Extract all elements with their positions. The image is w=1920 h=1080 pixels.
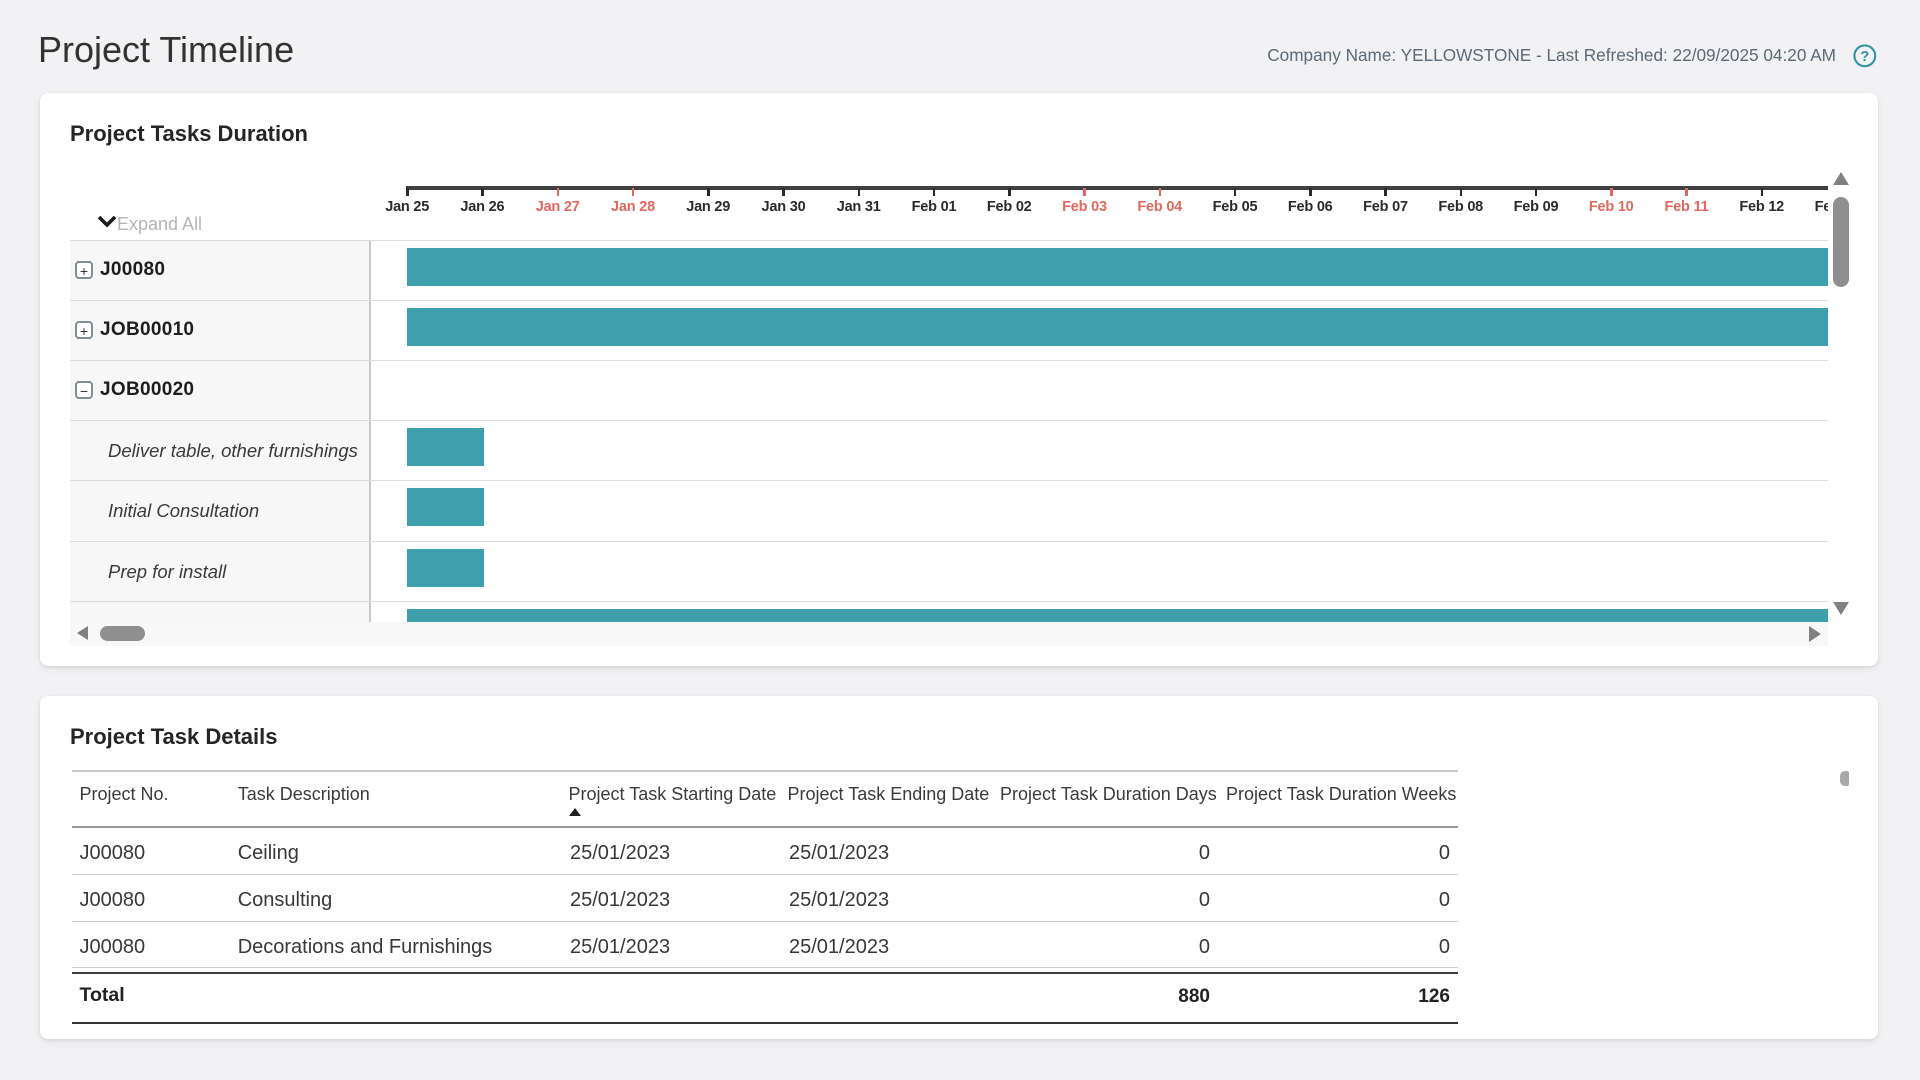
svg-text:?: ? [1860, 49, 1869, 65]
